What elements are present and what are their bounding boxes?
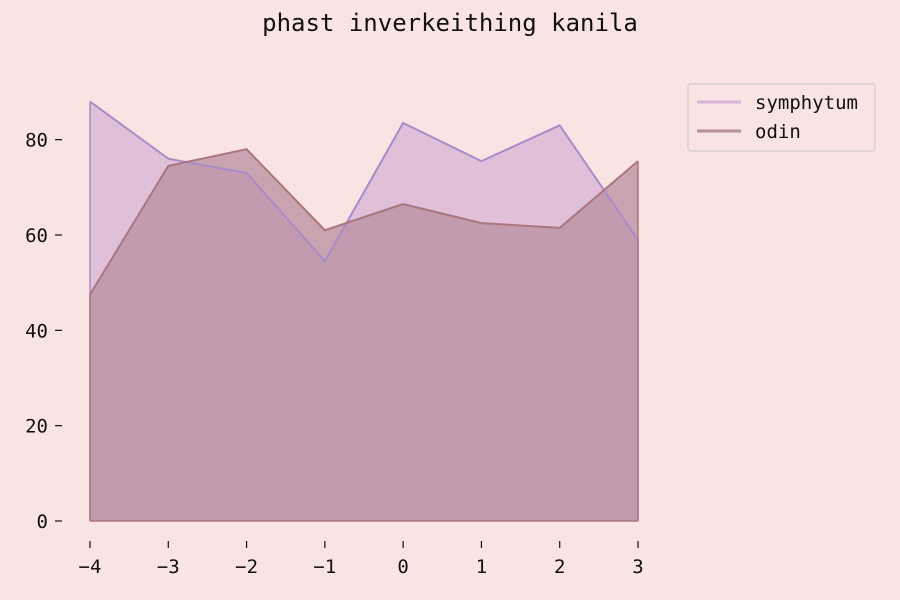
series-line-odin [89,148,639,296]
plot-area [89,100,639,522]
series-line-symphytum [89,100,639,263]
chart-title: phast inverkeithing kanila [262,9,638,37]
y-tick-label: 80 [25,130,48,152]
legend: symphytum odin [687,83,876,152]
area-fill-odin [90,149,638,521]
x-tick-label: 1 [476,556,487,578]
x-tick-label: −1 [313,556,336,578]
x-tick-label: −3 [157,556,180,578]
x-tick-label: 2 [554,556,565,578]
x-tick-label: −4 [79,556,102,578]
y-tick-label: 40 [25,320,48,342]
y-tick-label: 60 [25,225,48,247]
y-tick-label: 20 [25,416,48,438]
x-tick-label: 0 [397,556,408,578]
y-axis: 0 20 40 60 80 [25,130,62,533]
x-axis: −4 −3 −2 −1 0 1 2 3 [79,541,644,578]
y-tick-label: 0 [37,511,48,533]
x-tick-label: 3 [632,556,643,578]
legend-label-symphytum: symphytum [755,92,858,114]
x-tick-label: −2 [235,556,258,578]
legend-label-odin: odin [755,121,801,143]
